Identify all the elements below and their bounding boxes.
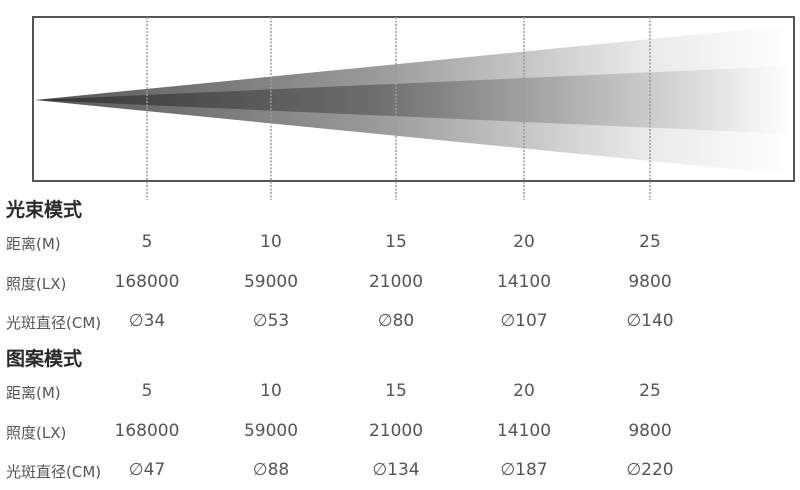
table-cell: ∅47 xyxy=(128,460,166,480)
table-cell: 10 xyxy=(260,232,282,252)
table-cell: 59000 xyxy=(243,421,299,441)
row-label: 距离(M) xyxy=(6,384,61,402)
table-cell: 20 xyxy=(513,232,535,252)
table-cell: ∅134 xyxy=(372,460,420,480)
table-cell: ∅80 xyxy=(377,311,415,331)
table-cell: ∅53 xyxy=(252,311,290,331)
table-cell: ∅140 xyxy=(626,311,674,331)
row-label: 照度(LX) xyxy=(6,424,67,442)
table-cell: 20 xyxy=(513,381,535,401)
table-cell: ∅107 xyxy=(500,311,548,331)
row-label: 照度(LX) xyxy=(6,275,67,293)
table-cell: 9800 xyxy=(628,272,672,292)
table-cell: 21000 xyxy=(368,421,424,441)
table-cell: 59000 xyxy=(243,272,299,292)
beam-inner-cone xyxy=(35,66,792,134)
table-cell: ∅88 xyxy=(252,460,290,480)
table-cell: 9800 xyxy=(628,421,672,441)
section-title: 图案模式 xyxy=(6,348,83,370)
table-cell: 168000 xyxy=(114,272,180,292)
table-cell: 5 xyxy=(141,232,153,252)
table-cell: ∅187 xyxy=(500,460,548,480)
section-title: 光束模式 xyxy=(6,199,83,221)
table-cell: 14100 xyxy=(496,421,552,441)
table-cell: 25 xyxy=(639,232,661,252)
table-cell: 25 xyxy=(639,381,661,401)
table-cell: 10 xyxy=(260,381,282,401)
row-label: 距离(M) xyxy=(6,235,61,253)
beam-diagram xyxy=(32,16,795,200)
table-cell: 15 xyxy=(385,232,407,252)
table-cell: 5 xyxy=(141,381,153,401)
table-cell: 21000 xyxy=(368,272,424,292)
table-cell: ∅34 xyxy=(128,311,166,331)
table-cell: 168000 xyxy=(114,421,180,441)
row-label: 光斑直径(CM) xyxy=(6,314,102,332)
table-cell: 15 xyxy=(385,381,407,401)
table-cell: 14100 xyxy=(496,272,552,292)
row-label: 光斑直径(CM) xyxy=(6,463,102,481)
table-cell: ∅220 xyxy=(626,460,674,480)
